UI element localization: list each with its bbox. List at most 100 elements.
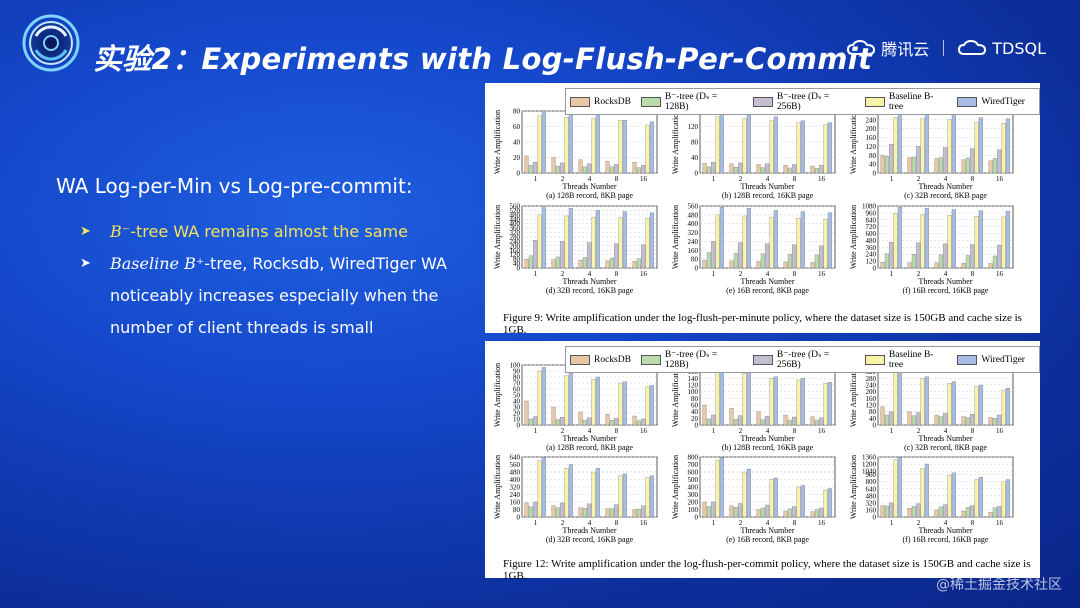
bar [595, 376, 600, 426]
bar [618, 217, 623, 269]
y-tick-label: 100 [510, 362, 521, 370]
y-tick-label: 560 [510, 461, 521, 469]
bar [907, 262, 912, 269]
bar [738, 242, 743, 269]
y-tick-label: 120 [866, 143, 877, 151]
bar [551, 157, 556, 174]
bar [978, 477, 983, 518]
bar [819, 417, 824, 426]
x-tick-label: 8 [971, 270, 975, 278]
bar [897, 113, 902, 174]
bar [827, 382, 832, 426]
tencent-cloud-brand: 腾讯云 [847, 36, 929, 60]
bullet-2: ➤ Baseline B⁺-tree, Rocksdb, WiredTiger … [80, 248, 466, 280]
bar [916, 242, 921, 269]
y-tick-label: 320 [688, 229, 699, 237]
x-tick-label: 16 [640, 175, 648, 183]
y-tick-label: 640 [510, 454, 521, 462]
bar [560, 162, 565, 174]
brand-right-label: TDSQL [992, 38, 1046, 58]
bar [618, 382, 623, 426]
chart-title: (c) 32B record, 8KB page [904, 191, 987, 200]
x-tick-label: 2 [917, 175, 921, 183]
y-tick-label: 480 [866, 492, 877, 500]
x-tick-label: 8 [793, 427, 797, 435]
y-tick-label: 1040 [862, 468, 877, 476]
x-tick-label: 1 [890, 270, 894, 278]
y-axis-label: Write Amplification [849, 205, 858, 269]
figure-9-caption: Figure 9: Write amplification under the … [503, 312, 1022, 336]
bar [810, 416, 815, 426]
bar [756, 509, 761, 518]
y-tick-label: 240 [510, 491, 521, 499]
y-tick-label: 500 [688, 476, 699, 484]
bar [618, 120, 623, 174]
x-tick-label: 1 [890, 175, 894, 183]
bar [947, 215, 952, 269]
y-tick-label: 20 [513, 154, 521, 162]
chart-title: (f) 16B record, 16KB page [903, 535, 989, 544]
bar [756, 411, 761, 426]
bar [533, 240, 538, 269]
y-tick-label: 30 [513, 404, 521, 412]
x-tick-label: 4 [766, 519, 770, 527]
cloud-icon [958, 40, 987, 55]
bar [970, 244, 975, 269]
bar [524, 400, 529, 426]
bar [524, 502, 529, 518]
bar [934, 414, 939, 426]
x-tick-label: 2 [739, 175, 743, 183]
chart-12-2: 020406080100120140160180124816Threads Nu… [671, 362, 836, 452]
x-tick-label: 8 [793, 175, 797, 183]
y-tick-label: 400 [688, 220, 699, 228]
bar [760, 419, 765, 426]
bar [916, 146, 921, 174]
bar [595, 468, 600, 518]
bar [792, 164, 797, 174]
x-tick-label: 4 [588, 175, 592, 183]
bar [605, 508, 610, 518]
x-tick-label: 1 [712, 427, 716, 435]
bar [997, 244, 1002, 269]
bar [582, 257, 587, 269]
x-tick-label: 16 [640, 427, 648, 435]
bar [907, 508, 912, 518]
bar [992, 418, 997, 426]
bar [618, 475, 623, 518]
bar [711, 501, 716, 518]
bar [884, 156, 889, 174]
x-tick-label: 16 [996, 519, 1004, 527]
x-tick-label: 8 [971, 519, 975, 527]
bar [564, 117, 569, 174]
y-tick-label: 960 [866, 209, 877, 217]
y-tick-label: 200 [510, 242, 521, 250]
y-tick-label: 40 [691, 154, 699, 162]
bar [934, 262, 939, 269]
y-tick-label: 120 [866, 402, 877, 410]
bar [533, 162, 538, 174]
bar [533, 416, 538, 426]
bar [769, 120, 774, 174]
bar [742, 373, 747, 426]
x-tick-label: 1 [712, 175, 716, 183]
y-tick-label: 800 [866, 478, 877, 486]
bar [591, 471, 596, 518]
y-tick-label: 0 [517, 422, 521, 430]
bar [783, 261, 788, 269]
x-axis-label: Threads Number [919, 434, 973, 443]
y-tick-label: 600 [688, 469, 699, 477]
bar [645, 477, 650, 518]
legend-item: B⁻-tree (Dₛ = 128B) [640, 349, 743, 370]
bar [961, 262, 966, 269]
bar [880, 406, 885, 426]
bar [649, 121, 654, 174]
bar [769, 479, 774, 518]
bar [897, 457, 902, 518]
bar [537, 214, 542, 269]
bar [947, 474, 952, 518]
bar [823, 219, 828, 269]
bar [880, 505, 885, 518]
bar [564, 375, 569, 426]
